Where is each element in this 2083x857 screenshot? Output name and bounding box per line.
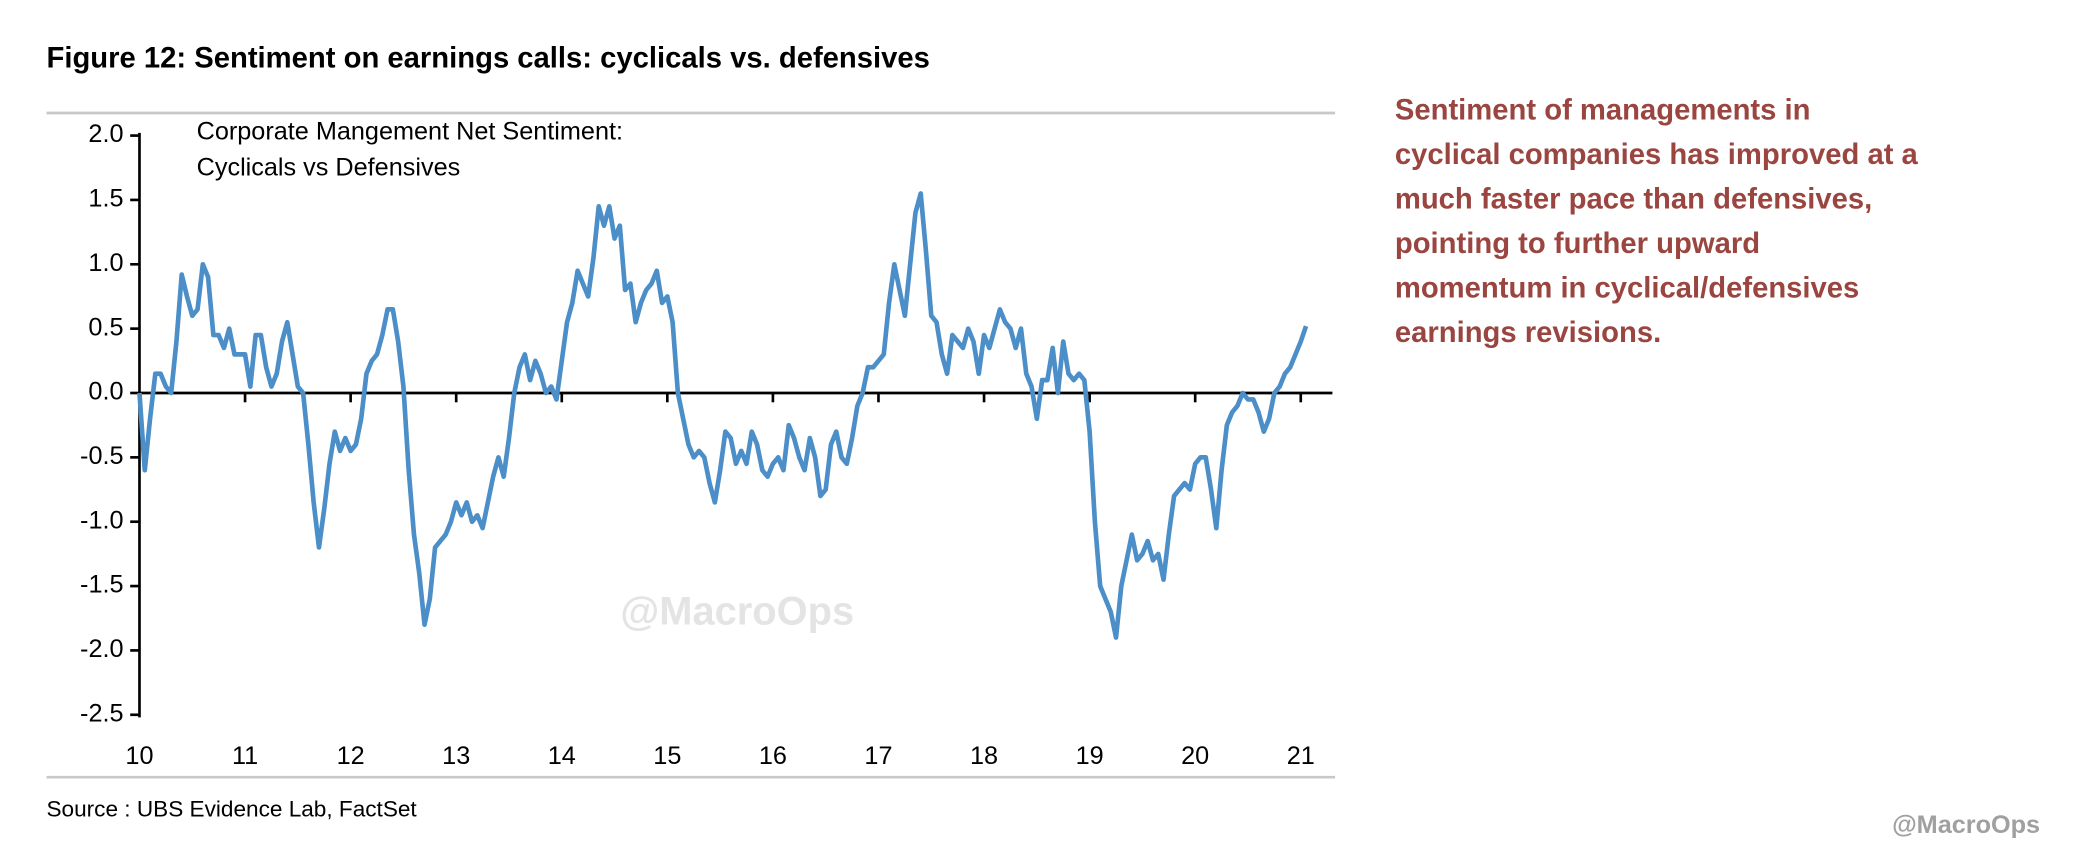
y-tick-label: -2.0: [80, 635, 123, 663]
chart-title: Figure 12: Sentiment on earnings calls: …: [46, 43, 929, 75]
series-line: [137, 191, 1309, 640]
commentary-line: much faster pace than defensives,: [1395, 183, 1872, 215]
commentary-line: momentum in cyclical/defensives: [1395, 272, 1859, 304]
x-tick-label: 19: [1076, 742, 1104, 770]
source-note: Source : UBS Evidence Lab, FactSet: [46, 796, 417, 821]
y-tick-label: -2.5: [80, 699, 123, 727]
x-tick-label: 20: [1181, 742, 1209, 770]
y-tick-label: 0.0: [88, 378, 123, 406]
x-tick-label: 17: [864, 742, 892, 770]
x-tick-label: 13: [442, 742, 470, 770]
watermark: @MacroOps: [1892, 811, 2040, 839]
plot-area: 2.0 1.5 1.0 0.5 0.0 -0.5 -1.0 -1.5 -2.0 -2.510 11 1…: [80, 120, 1333, 770]
y-tick-label: 0.5: [88, 313, 123, 341]
x-tick-label: 10: [125, 742, 153, 770]
x-tick-label: 11: [232, 742, 258, 770]
legend-text: Corporate Mangement Net Sentiment:: [197, 118, 623, 146]
commentary-line: earnings revisions.: [1395, 317, 1661, 349]
y-tick-label: 1.5: [88, 185, 123, 213]
commentary-line: pointing to further upward: [1395, 228, 1760, 260]
y-tick-label: 1.0: [88, 249, 123, 277]
y-tick-label: 2.0: [88, 120, 123, 148]
x-tick-label: 14: [548, 742, 576, 770]
x-tick-label: 12: [337, 742, 365, 770]
commentary-line: Sentiment of managements in: [1395, 94, 1811, 126]
x-tick-label: 15: [653, 742, 681, 770]
y-tick-label: -1.5: [80, 571, 123, 599]
x-tick-label: 16: [759, 742, 787, 770]
commentary-line: cyclical companies has improved at a: [1395, 139, 1919, 171]
watermark: @MacroOps: [620, 589, 854, 633]
commentary: Sentiment of managements in cyclical comp…: [1395, 94, 1919, 349]
x-tick-label: 18: [970, 742, 998, 770]
x-tick-label: 21: [1287, 742, 1315, 770]
legend-text: Cyclicals vs Defensives: [197, 153, 461, 181]
y-tick-label: -1.0: [80, 506, 123, 534]
y-tick-label: -0.5: [80, 442, 123, 470]
